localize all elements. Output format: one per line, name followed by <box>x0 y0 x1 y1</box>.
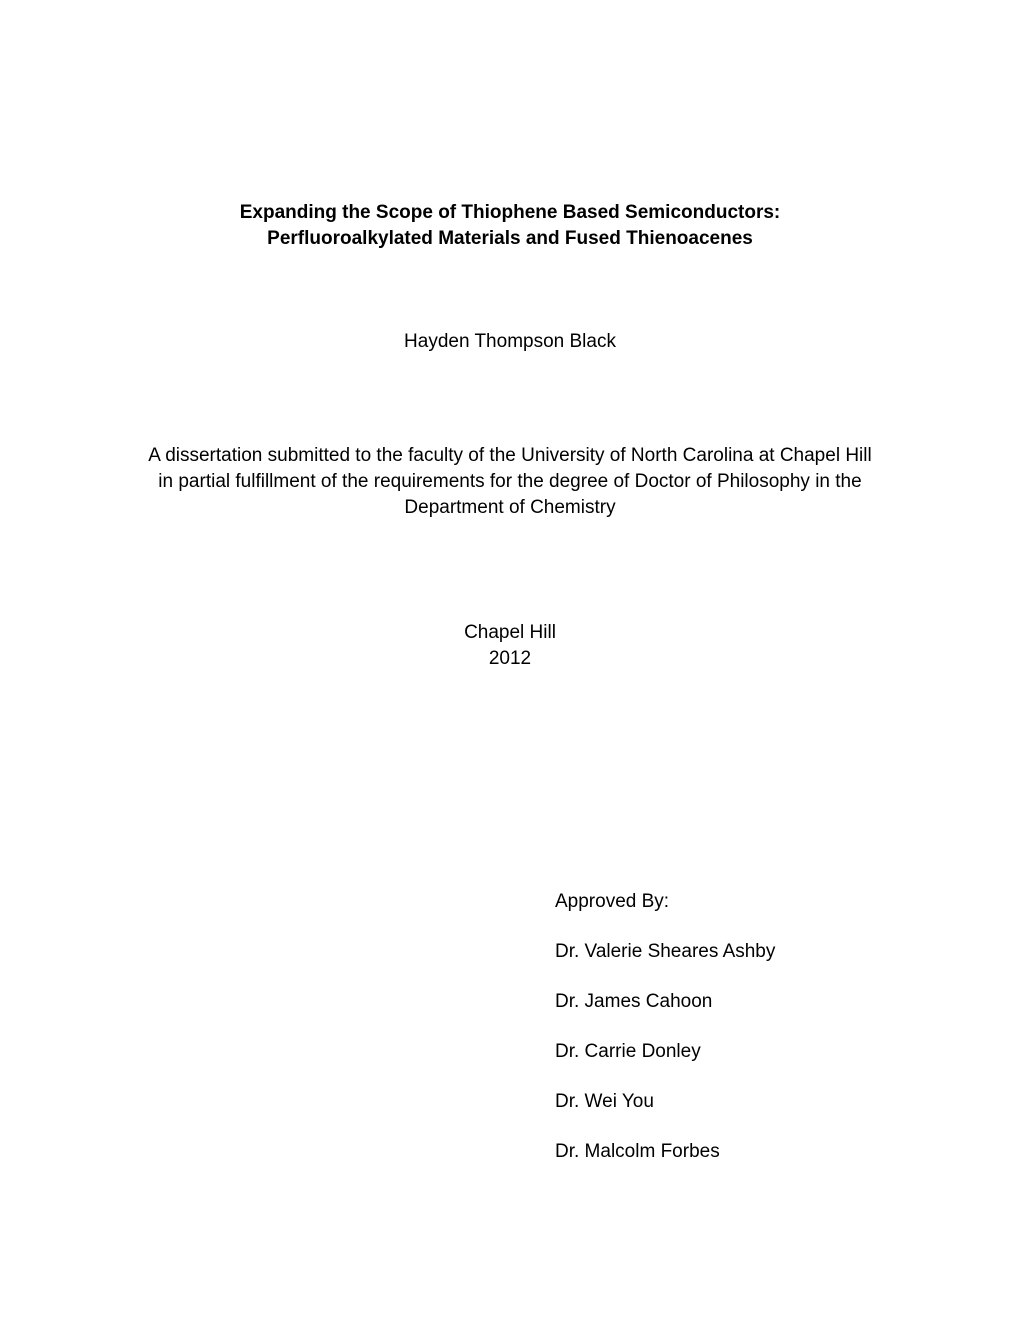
committee-member: Dr. Malcolm Forbes <box>555 1141 880 1163</box>
location: Chapel Hill <box>140 620 880 646</box>
approval-section: Approved By: Dr. Valerie Sheares Ashby D… <box>555 891 880 1163</box>
committee-member: Dr. Valerie Sheares Ashby <box>555 941 880 963</box>
author-name: Hayden Thompson Black <box>140 331 880 353</box>
committee-member: Dr. James Cahoon <box>555 991 880 1013</box>
location-year-block: Chapel Hill 2012 <box>140 620 880 671</box>
dissertation-title: Expanding the Scope of Thiophene Based S… <box>140 200 880 251</box>
approval-heading: Approved By: <box>555 891 880 913</box>
title-line-2: Perfluoroalkylated Materials and Fused T… <box>140 226 880 252</box>
title-line-1: Expanding the Scope of Thiophene Based S… <box>140 200 880 226</box>
dissertation-description: A dissertation submitted to the faculty … <box>140 443 880 520</box>
committee-member: Dr. Wei You <box>555 1091 880 1113</box>
year: 2012 <box>140 646 880 672</box>
dissertation-title-page: Expanding the Scope of Thiophene Based S… <box>0 0 1020 1291</box>
committee-member: Dr. Carrie Donley <box>555 1041 880 1063</box>
